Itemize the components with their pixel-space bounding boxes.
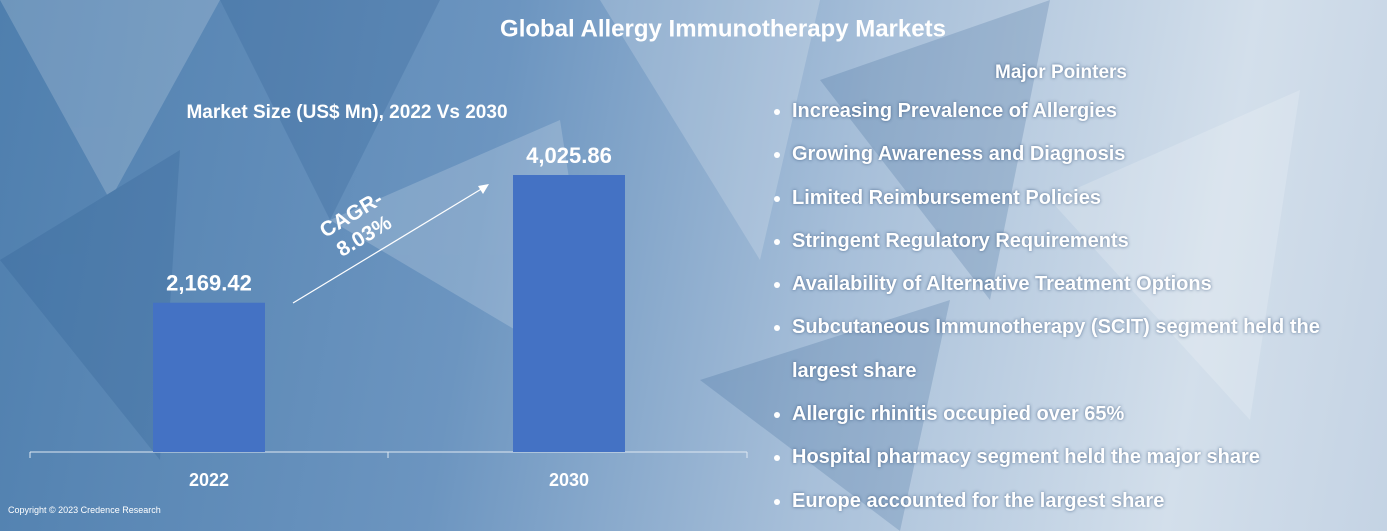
x-tick-label: 2030: [549, 470, 589, 490]
pointer-item: Hospital pharmacy segment held the major…: [792, 436, 1356, 479]
x-tick-label: 2022: [189, 470, 229, 490]
pointer-item: Growing Awareness and Diagnosis: [792, 133, 1356, 176]
value-label: 2,169.42: [166, 271, 252, 296]
pointer-item: Limited Reimbursement Policies: [792, 177, 1356, 220]
pointer-list: Increasing Prevalence of AllergiesGrowin…: [766, 90, 1356, 523]
bar: [153, 302, 265, 452]
bar: [513, 175, 625, 452]
pointers-heading: Major Pointers: [995, 62, 1127, 83]
pointer-item: Allergic rhinitis occupied over 65%: [792, 393, 1356, 436]
copyright: Copyright © 2023 Credence Research: [8, 505, 161, 515]
cagr-arrow: [292, 187, 484, 304]
pointer-item: Subcutaneous Immunotherapy (SCIT) segmen…: [792, 306, 1356, 393]
title: Global Allergy Immunotherapy Markets: [500, 15, 946, 42]
pointer-item: Increasing Prevalence of Allergies: [792, 90, 1356, 133]
pointers: Major Pointers Increasing Prevalence of …: [766, 58, 1356, 523]
pointer-item: Europe accounted for the largest share: [792, 480, 1356, 523]
subtitle: Market Size (US$ Mn), 2022 Vs 2030: [186, 102, 507, 123]
pointer-item: Availability of Alternative Treatment Op…: [792, 263, 1356, 306]
pointer-item: Stringent Regulatory Requirements: [792, 220, 1356, 263]
arrow-head: [478, 184, 489, 194]
value-label: 4,025.86: [526, 143, 612, 168]
